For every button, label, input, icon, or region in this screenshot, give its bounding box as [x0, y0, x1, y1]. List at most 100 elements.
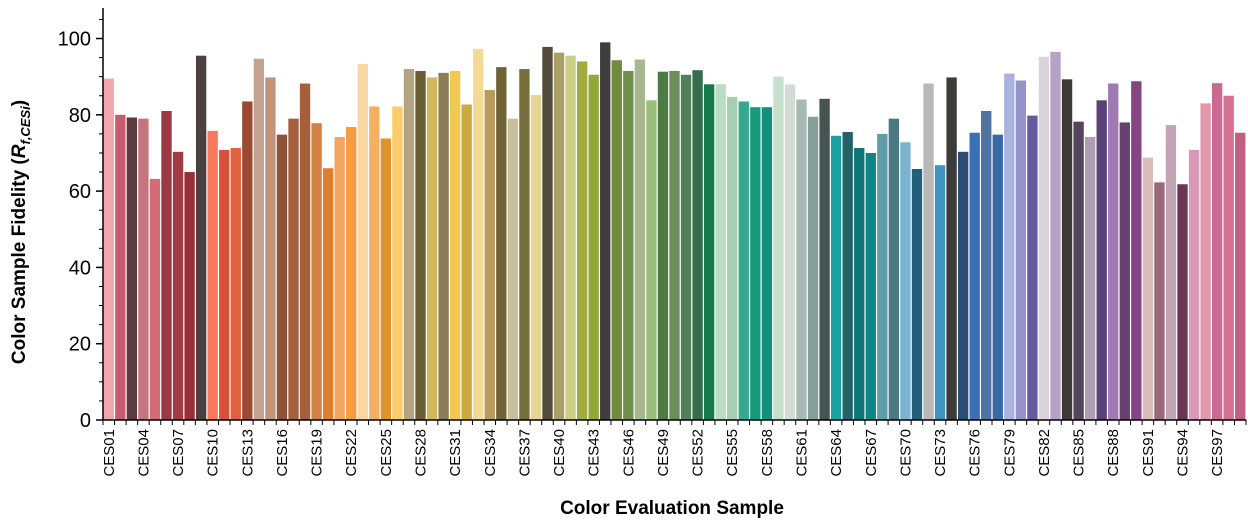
bar-ces12 [230, 148, 241, 420]
bar-ces06 [161, 111, 172, 420]
x-tick-label-ces64: CES64 [828, 429, 845, 477]
bar-ces84 [1061, 79, 1073, 420]
bar-ces22 [346, 127, 357, 421]
bar-ces68 [877, 133, 888, 420]
x-tick-label-ces91: CES91 [1140, 429, 1157, 477]
bar-ces02 [115, 114, 126, 420]
x-axis-title: Color Evaluation Sample [560, 498, 784, 519]
bar-ces39 [542, 46, 553, 420]
x-tick-label-ces67: CES67 [863, 429, 880, 477]
x-tick-label-ces73: CES73 [932, 429, 949, 477]
bar-ces66 [854, 148, 865, 420]
bar-ces05 [149, 178, 161, 420]
x-tick-label-ces40: CES40 [551, 429, 568, 477]
x-tick-label-ces01: CES01 [101, 429, 118, 477]
x-tick-label-ces37: CES37 [516, 429, 533, 477]
bar-ces74 [946, 77, 957, 421]
bar-ces36 [507, 118, 519, 420]
bar-ces46 [623, 70, 634, 420]
bar-ces01 [103, 78, 114, 420]
bar-ces45 [611, 60, 622, 420]
bar-ces33 [473, 48, 484, 420]
x-tick-label-ces43: CES43 [586, 429, 603, 477]
x-tick-label-ces82: CES82 [1036, 429, 1053, 477]
bar-ces09 [195, 55, 207, 420]
bar-ces88 [1108, 83, 1119, 420]
bar-ces50 [669, 70, 680, 420]
bar-ces30 [438, 72, 449, 420]
x-tick-label-ces10: CES10 [205, 429, 222, 477]
bar-ces29 [426, 77, 438, 421]
bar-ces91 [1142, 157, 1154, 421]
y-tick-label: 40 [69, 257, 91, 279]
bar-ces80 [1015, 80, 1027, 420]
bar-ces23 [357, 64, 368, 420]
bar-ces63 [819, 98, 830, 420]
x-tick-label-ces28: CES28 [413, 429, 430, 477]
bar-ces79 [1004, 73, 1015, 421]
bar-ces82 [1038, 56, 1050, 420]
bar-ces76 [969, 132, 980, 421]
bar-ces20 [322, 168, 334, 420]
x-tick-label-ces52: CES52 [690, 429, 707, 477]
bar-ces47 [634, 59, 646, 420]
bar-ces83 [1050, 51, 1061, 421]
x-tick-label-ces85: CES85 [1071, 429, 1088, 477]
bar-ces08 [184, 172, 195, 420]
x-tick-label-ces13: CES13 [239, 429, 256, 477]
bar-ces16 [276, 134, 288, 420]
bar-ces95 [1188, 149, 1200, 420]
x-tick-label-ces49: CES49 [655, 429, 672, 477]
bar-ces26 [392, 106, 403, 421]
bar-ces17 [288, 118, 299, 420]
y-tick-label: 80 [69, 105, 91, 127]
bar-ces37 [519, 69, 530, 420]
y-tick-label: 100 [58, 29, 91, 51]
bar-ces85 [1073, 121, 1084, 421]
bar-ces42 [576, 61, 588, 420]
bar-ces59 [773, 76, 784, 421]
bar-ces49 [657, 71, 669, 421]
bar-ces57 [750, 107, 761, 420]
x-tick-label-ces97: CES97 [1209, 429, 1226, 477]
y-axis-title-sub: f,CESi [18, 106, 33, 145]
bar-ces69 [888, 118, 900, 420]
bar-ces78 [992, 134, 1003, 420]
axes-group: 0 20 40 60 80 100 CES01 CES04 CES07 CES10 CES13 CES… [58, 8, 1247, 477]
x-tick-label-ces07: CES07 [170, 429, 187, 477]
bar-ces96 [1200, 103, 1211, 421]
y-tick-label: 60 [69, 181, 91, 203]
bar-ces93 [1165, 125, 1177, 421]
bar-ces61 [796, 99, 807, 420]
bar-ces86 [1084, 136, 1096, 420]
bar-ces55 [727, 96, 738, 420]
bar-ces44 [600, 42, 611, 420]
bar-ces54 [715, 84, 726, 421]
bar-ces73 [934, 165, 946, 420]
y-axis-title: Color Sample Fidelity (Rf,CESi) [9, 100, 33, 364]
x-tick-label-ces88: CES88 [1105, 429, 1122, 477]
bar-ces38 [530, 94, 542, 420]
x-tick-label-ces16: CES16 [274, 429, 291, 477]
x-tick-label-ces61: CES61 [794, 429, 811, 477]
x-tick-label-ces22: CES22 [343, 429, 360, 477]
bar-ces99 [1235, 132, 1246, 421]
bar-ces67 [865, 152, 876, 420]
x-tick-label-ces94: CES94 [1175, 429, 1192, 477]
x-tick-label-ces79: CES79 [1001, 429, 1018, 477]
bar-ces90 [1131, 81, 1142, 421]
bar-ces18 [299, 83, 311, 420]
y-axis-title-var: R [9, 144, 30, 158]
bar-ces31 [449, 70, 461, 420]
bar-ces75 [957, 151, 969, 420]
bar-ces11 [219, 149, 230, 420]
x-tick-label-ces34: CES34 [482, 429, 499, 477]
bar-ces65 [842, 131, 853, 421]
x-tick-label-ces70: CES70 [897, 429, 914, 477]
bar-ces13 [242, 101, 253, 421]
bar-ces64 [830, 135, 842, 421]
bar-ces56 [738, 101, 749, 421]
bar-ces19 [311, 123, 322, 421]
bar-ces27 [403, 69, 415, 420]
